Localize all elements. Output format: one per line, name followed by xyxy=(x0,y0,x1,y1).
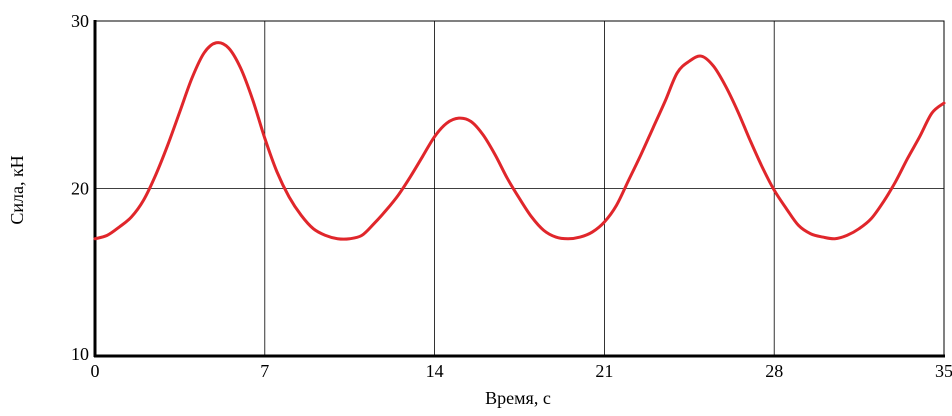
x-tick-label: 21 xyxy=(595,361,613,381)
y-tick-label: 10 xyxy=(71,344,89,364)
grid xyxy=(94,20,945,357)
x-tick-label: 35 xyxy=(935,361,952,381)
y-axis-label: Сила, кН xyxy=(7,155,27,224)
x-axis-label: Время, с xyxy=(485,388,551,408)
x-tick-label: 28 xyxy=(765,361,783,381)
axes xyxy=(93,20,945,358)
x-tick-label: 0 xyxy=(91,361,100,381)
y-tick-label: 30 xyxy=(71,11,89,31)
x-tick-label: 7 xyxy=(260,361,269,381)
y-tick-label: 20 xyxy=(71,179,89,199)
series-layer xyxy=(93,41,946,241)
tick-labels: 0 7 14 21 28 35 10 20 30 xyxy=(71,11,952,381)
series-line xyxy=(93,41,946,241)
x-tick-label: 14 xyxy=(426,361,444,381)
